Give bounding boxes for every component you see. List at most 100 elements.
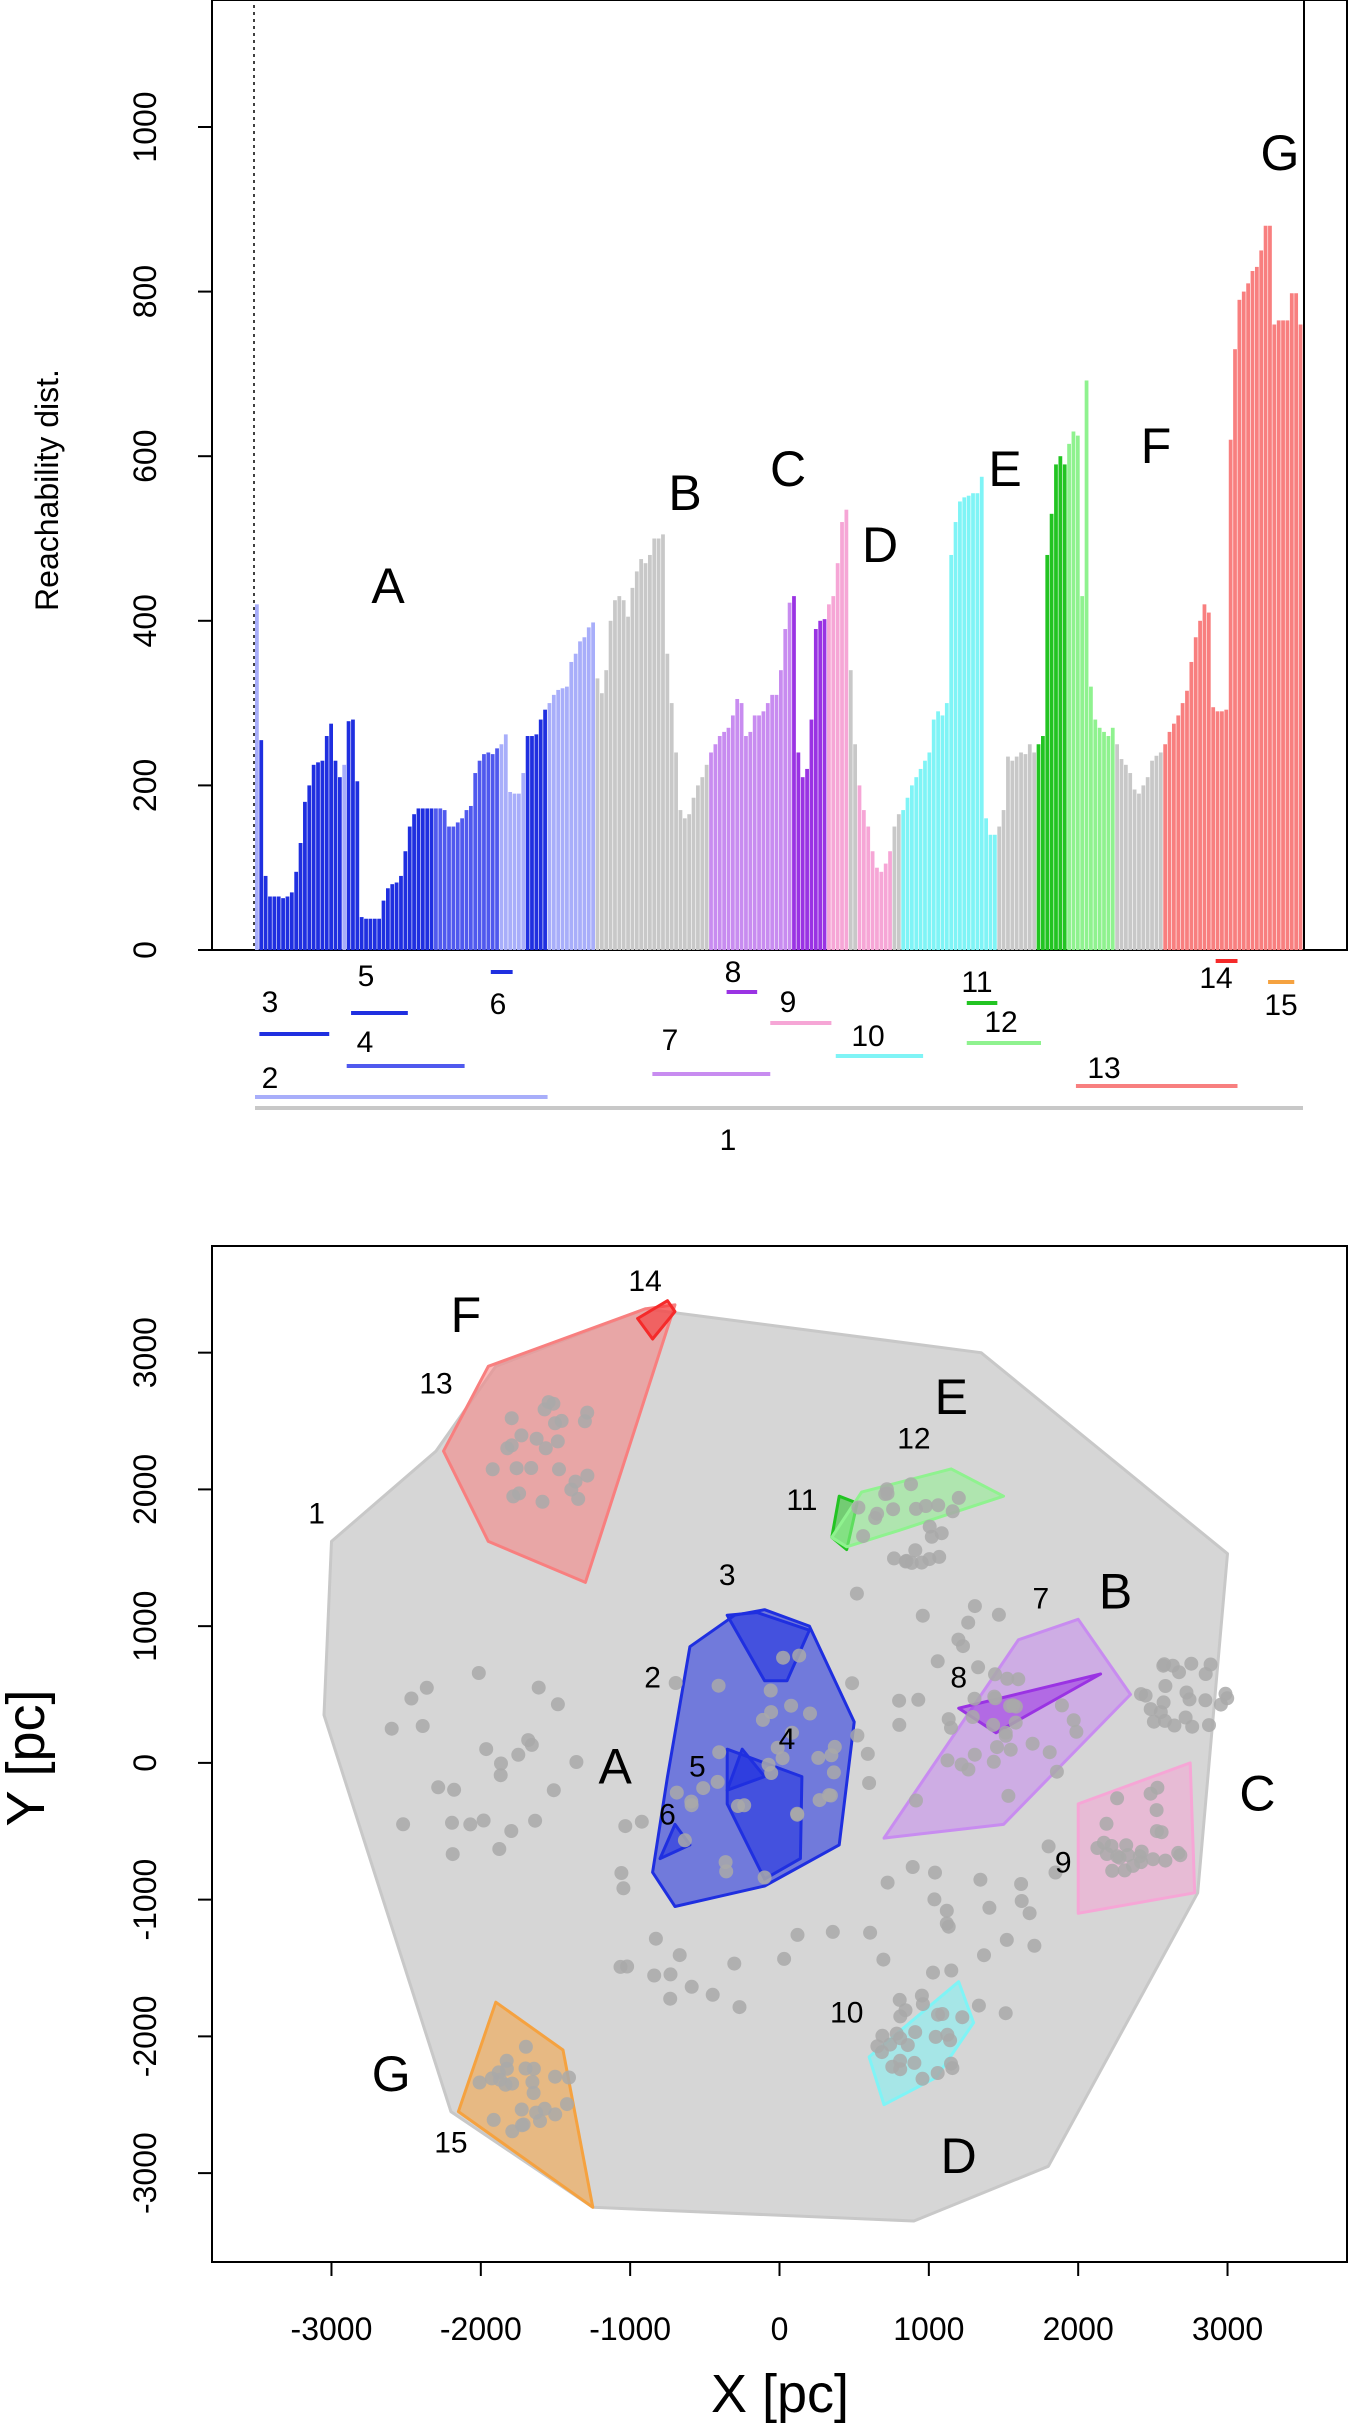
- data-point: [1167, 1718, 1182, 1733]
- data-point: [790, 1927, 805, 1942]
- data-point: [711, 1678, 726, 1693]
- reachability-bar: [726, 727, 731, 950]
- reachability-bar: [792, 596, 796, 950]
- data-point: [1120, 1848, 1135, 1863]
- data-point: [764, 1766, 779, 1780]
- cluster-hull-5: [725, 1747, 767, 1792]
- reachability-bar: [399, 875, 403, 950]
- reachability-bar: [324, 736, 329, 950]
- data-point: [492, 1842, 507, 1856]
- reachability-bar: [272, 896, 277, 950]
- data-point: [940, 1753, 955, 1768]
- y-tick-label: 0: [127, 1754, 163, 1772]
- data-point: [505, 2076, 520, 2091]
- reachability-bar: [905, 797, 910, 950]
- reachability-bar: [473, 773, 478, 950]
- hierarchy-label-7: 7: [662, 1024, 679, 1057]
- reachability-bar: [700, 777, 705, 950]
- reachability-bar: [451, 826, 456, 950]
- data-point: [967, 1599, 982, 1614]
- reachability-bar: [1189, 661, 1194, 950]
- reachability-bar: [1241, 291, 1246, 951]
- reachability-bar: [1263, 225, 1268, 950]
- data-point: [763, 1683, 778, 1698]
- reachability-bar: [372, 918, 377, 950]
- cluster-labels-top: A B C D E F G: [371, 125, 1299, 614]
- data-point: [939, 1903, 954, 1918]
- reachability-bar: [757, 715, 761, 950]
- x-tick-label: -2000: [440, 2311, 522, 2347]
- reachability-bar: [1054, 464, 1058, 950]
- reachability-bar: [896, 814, 901, 950]
- reachability-bar: [674, 752, 678, 950]
- data-point: [914, 1555, 929, 1570]
- data-point: [548, 1416, 562, 1431]
- data-point: [908, 2025, 923, 2040]
- reachability-bar: [442, 810, 447, 950]
- reachability-bar: [1115, 744, 1119, 950]
- reachability-bar: [1272, 324, 1277, 950]
- data-point: [535, 1494, 550, 1509]
- data-point: [514, 2102, 529, 2117]
- reachability-bar: [560, 688, 565, 950]
- hierarchy-label-6: 6: [490, 988, 507, 1021]
- data-point: [669, 1785, 684, 1800]
- data-point: [506, 1489, 521, 1504]
- reachability-bar: [1001, 810, 1006, 950]
- data-point: [580, 1468, 595, 1483]
- data-point: [677, 1833, 692, 1848]
- reachability-bar: [346, 721, 351, 950]
- data-point: [879, 1482, 894, 1497]
- reachability-bar: [1071, 431, 1076, 950]
- reachability-bar: [512, 793, 517, 950]
- data-point: [1105, 1863, 1120, 1878]
- reachability-bar: [835, 563, 840, 950]
- cluster-label-E: E: [935, 1369, 968, 1425]
- reachability-bar: [997, 826, 1002, 950]
- reachability-bar: [940, 715, 945, 950]
- reachability-bar: [281, 898, 285, 950]
- data-point: [521, 1733, 536, 1748]
- reachability-bar: [1228, 439, 1233, 950]
- data-point: [1014, 1894, 1029, 1908]
- reachability-bar: [582, 637, 587, 950]
- data-point: [560, 2097, 574, 2112]
- data-point: [930, 1654, 945, 1669]
- reachability-bar: [779, 670, 783, 950]
- data-point: [987, 1689, 1002, 1704]
- reachability-bar: [468, 805, 473, 950]
- reachability-bar: [992, 834, 997, 950]
- reachability-bar: [617, 596, 622, 950]
- reachability-bar: [656, 538, 661, 950]
- data-point: [648, 1931, 663, 1946]
- hierarchy-label-3: 3: [262, 986, 279, 1019]
- reachability-bar: [394, 882, 399, 950]
- reachability-bar: [1233, 349, 1237, 950]
- reachability-bar: [984, 818, 988, 950]
- reachability-y-label: Reachability dist.: [29, 369, 65, 611]
- reachability-bar: [1137, 793, 1141, 950]
- data-point: [524, 1461, 539, 1475]
- data-point: [1003, 1742, 1018, 1757]
- hierarchy-label-9: 9: [780, 986, 797, 1019]
- cluster-label-A: A: [599, 1738, 633, 1794]
- reachability-bar: [407, 826, 412, 950]
- data-point: [928, 1865, 942, 1880]
- hierarchy-label-4: 4: [357, 1026, 374, 1059]
- reachability-bar: [1084, 380, 1089, 951]
- reachability-bar: [1027, 744, 1032, 950]
- data-point: [1099, 1816, 1114, 1831]
- data-point: [982, 1900, 997, 1915]
- data-point: [931, 2007, 945, 2022]
- reachability-bar: [351, 719, 355, 950]
- reachability-bar: [455, 822, 460, 950]
- reachability-bar: [927, 752, 932, 950]
- data-point: [880, 1875, 895, 1890]
- reachability-bar: [787, 602, 792, 950]
- reachability-bar: [276, 896, 281, 950]
- reachability-bar: [800, 777, 805, 950]
- data-point: [918, 1499, 933, 1513]
- data-point: [499, 2061, 514, 2076]
- data-point: [770, 1740, 785, 1755]
